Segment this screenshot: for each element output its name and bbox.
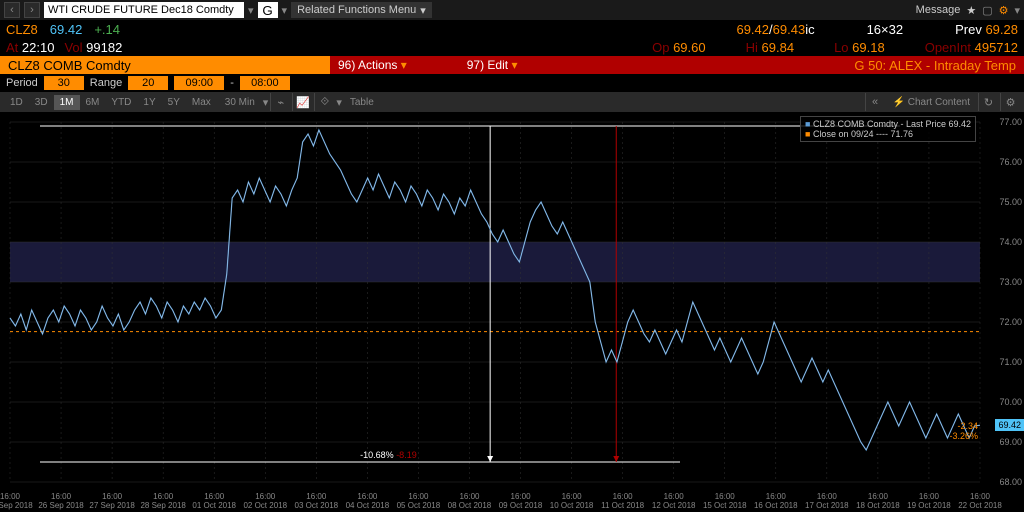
period-input[interactable] [44, 76, 84, 90]
interval[interactable]: 30 Min [219, 95, 261, 110]
annotation-right: -2.34 -3.26% [949, 421, 978, 441]
security-input[interactable] [44, 2, 244, 18]
legend: ■ CLZ8 COMB Comdty - Last Price 69.42 ■ … [800, 116, 976, 142]
message-label[interactable]: Message [916, 4, 961, 16]
star-icon[interactable]: ★ [966, 4, 976, 17]
timeframe-6M[interactable]: 6M [80, 95, 106, 110]
nav-fwd[interactable]: › [24, 2, 40, 18]
timeframe-YTD[interactable]: YTD [105, 95, 137, 110]
timeframe-3D[interactable]: 3D [29, 95, 54, 110]
note-icon[interactable]: ▢ [982, 4, 992, 17]
timeframe-5Y[interactable]: 5Y [162, 95, 186, 110]
settings-icon[interactable]: ⚙ [1000, 93, 1020, 111]
top-bar: ‹ › ▾ ▾ Related Functions Menu▾ Message … [0, 0, 1024, 20]
timeframe-1Y[interactable]: 1Y [137, 95, 161, 110]
change: +.14 [94, 22, 120, 37]
nav-back[interactable]: ‹ [4, 2, 20, 18]
timeframe-1D[interactable]: 1D [4, 95, 29, 110]
timeframe-1M[interactable]: 1M [54, 95, 80, 110]
ticker: CLZ8 [6, 22, 38, 37]
data-bar-1: CLZ8 69.42 +.14 69.42/69.43ic 16×32 Prev… [0, 20, 1024, 38]
chart[interactable]: ■ CLZ8 COMB Comdty - Last Price 69.42 ■ … [0, 112, 1024, 512]
annotation-pct: -10.68% -8.19 [360, 450, 417, 460]
toolbar: 1D3D1M6MYTD1Y5YMax 30 Min ▾ ⌁ 📈 ⟐ ▾ Tabl… [0, 92, 1024, 112]
refresh-icon[interactable]: ↻ [978, 93, 998, 111]
functions-menu[interactable]: Related Functions Menu▾ [291, 2, 432, 18]
time1-input[interactable] [174, 76, 224, 90]
compare-icon[interactable]: ⟐ [314, 93, 334, 111]
chart-type-icon[interactable]: ⌁ [270, 93, 290, 111]
data-bar-2: At 22:10 Vol 99182 Op 69.60 Hi 69.84 Lo … [0, 38, 1024, 56]
edit-menu[interactable]: 97) Edit ▾ [467, 58, 518, 72]
chart-content-btn[interactable]: ⚡ Chart Content [887, 95, 977, 110]
actions-menu[interactable]: 96) Actions ▾ [338, 58, 407, 72]
gear-icon[interactable]: ⚙ [999, 4, 1009, 17]
timeframe-Max[interactable]: Max [186, 95, 217, 110]
range-input[interactable] [128, 76, 168, 90]
current-price-label: 69.42 [995, 419, 1024, 431]
security-name: CLZ8 COMB Comdty [0, 56, 330, 74]
table-btn[interactable]: Table [344, 95, 380, 110]
chart-style-icon[interactable]: 📈 [292, 93, 312, 111]
command-bar: CLZ8 COMB Comdty 96) Actions ▾ 97) Edit … [0, 56, 1024, 74]
template-info: G 50: ALEX - Intraday Temp [854, 58, 1016, 73]
time2-input[interactable] [240, 76, 290, 90]
g-input[interactable] [258, 2, 278, 18]
collapse-icon[interactable]: « [865, 93, 885, 111]
last-price: 69.42 [50, 22, 83, 37]
param-bar: Period Range - [0, 74, 1024, 92]
